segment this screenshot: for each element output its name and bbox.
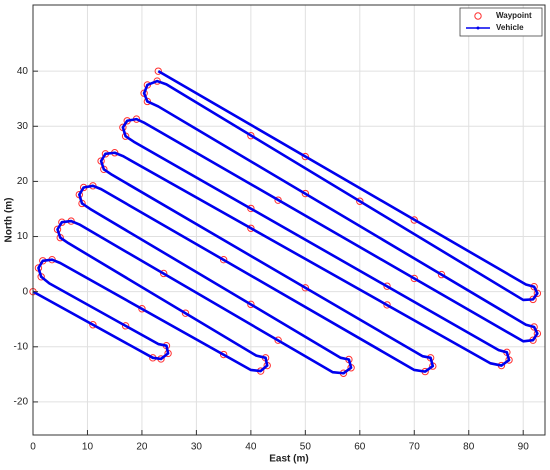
legend: Waypoint Vehicle (459, 7, 543, 37)
grid (32, 5, 545, 435)
waypoint-marker (301, 152, 310, 161)
waypoint-marker (247, 224, 255, 232)
x-tick-label: 80 (463, 442, 475, 453)
y-tick-label: 0 (22, 286, 28, 297)
waypoint-marker (437, 270, 446, 279)
waypoint-marker (138, 305, 146, 313)
waypoint-marker (533, 289, 542, 298)
waypoint-marker (533, 329, 542, 338)
waypoint-marker (356, 197, 364, 205)
waypoint-marker (181, 309, 190, 317)
x-tick-label: 50 (300, 442, 312, 453)
waypoint-marker (410, 216, 418, 224)
x-tick-label: 90 (518, 442, 530, 453)
x-tick-label: 60 (354, 442, 366, 453)
waypoint-marker (247, 300, 255, 309)
waypoint-marker (247, 204, 255, 213)
legend-box (459, 7, 543, 37)
waypoint-marker (247, 131, 255, 140)
waypoint-marker (160, 269, 168, 278)
waypoint-marker (301, 189, 310, 198)
legend-swatch (474, 12, 482, 20)
waypoint-marker (301, 284, 310, 292)
waypoint-marker (383, 301, 391, 309)
waypoint-marker (154, 67, 162, 75)
marks (29, 67, 542, 377)
x-tick-label: 40 (245, 442, 257, 453)
x-tick-label: 10 (82, 442, 94, 453)
y-tick-label: 30 (17, 121, 29, 132)
waypoint-marker (274, 196, 282, 204)
plot-area (33, 5, 545, 435)
y-tick-label: 40 (17, 66, 29, 77)
x-tick-label: 70 (409, 442, 421, 453)
plot-frame (32, 4, 546, 436)
vehicle-track (32, 70, 539, 375)
y-tick-label: 10 (17, 231, 29, 242)
legend-label: Waypoint (496, 11, 532, 20)
x-tick-label: 0 (30, 442, 36, 453)
x-tick-label: 30 (191, 442, 203, 453)
waypoint-marker (219, 350, 228, 359)
waypoint-marker (121, 322, 130, 330)
waypoint-marker (89, 321, 97, 329)
y-tick-label: -20 (14, 397, 29, 408)
waypoint-marker (274, 336, 282, 344)
waypoint-marker (219, 255, 228, 264)
waypoint-marker (410, 274, 418, 283)
legend-swatch-dot (476, 26, 480, 30)
y-tick-label: 20 (17, 176, 29, 187)
x-tick-label: 20 (136, 442, 148, 453)
waypoint-marker (383, 282, 391, 290)
y-tick-label: -10 (14, 341, 29, 352)
legend-label: Vehicle (496, 23, 524, 32)
y-axis-label: North (m) (4, 198, 15, 243)
x-axis-label: East (m) (269, 454, 308, 465)
